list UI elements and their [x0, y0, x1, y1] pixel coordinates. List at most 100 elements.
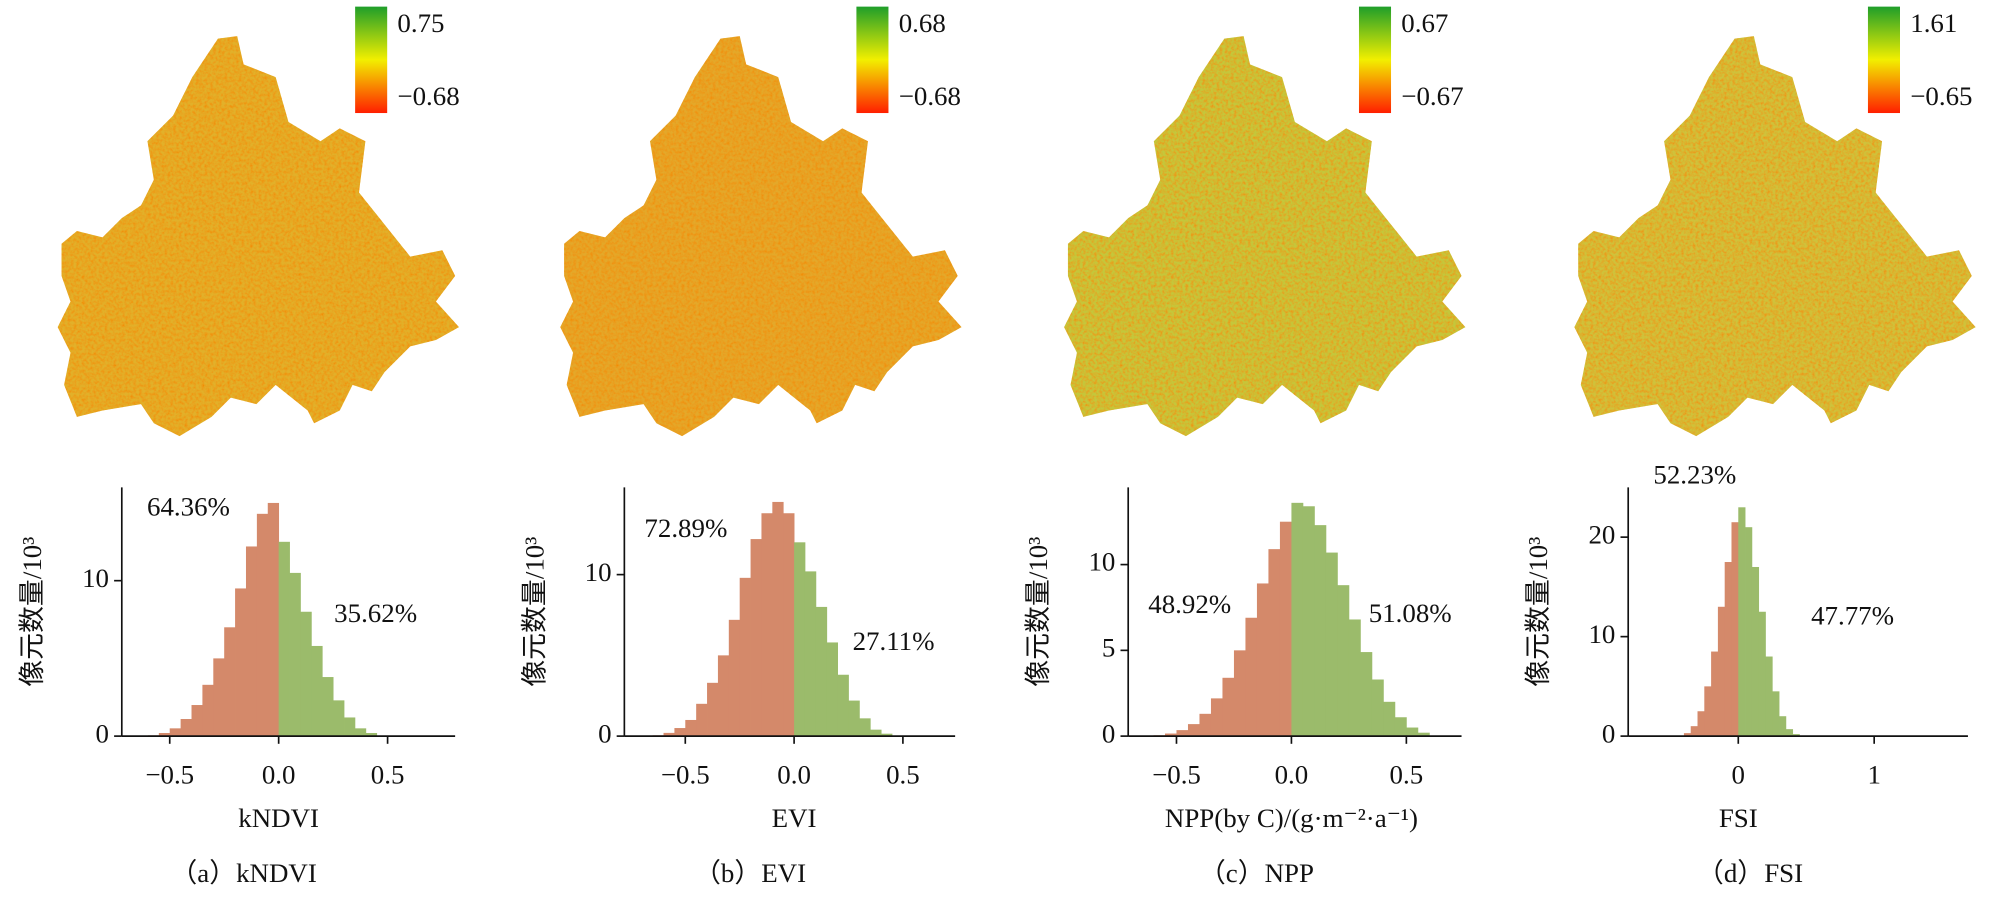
bar: [794, 542, 806, 737]
bar: [224, 627, 236, 737]
annotation: 52.23%: [1653, 459, 1736, 489]
bar: [213, 658, 225, 737]
bar: [191, 705, 203, 737]
y-tick-label: 0: [1102, 718, 1115, 748]
bar: [837, 674, 849, 737]
annotation: 35.62%: [334, 598, 417, 628]
bar: [717, 655, 730, 737]
colorbar: [355, 6, 388, 114]
colorbar-label: −0.68: [899, 81, 961, 111]
y-tick-label: 20: [1588, 519, 1615, 549]
x-tick-label: 0: [1732, 759, 1745, 789]
bar: [1325, 552, 1338, 737]
bar: [267, 502, 280, 737]
bar: [1772, 691, 1780, 737]
annotation: 48.92%: [1148, 589, 1231, 619]
bar: [1406, 727, 1419, 737]
bar: [761, 513, 773, 737]
bar: [1711, 651, 1719, 737]
colorbar: [1358, 6, 1392, 114]
x-tick-label: 0.0: [262, 759, 296, 789]
bar: [1731, 522, 1739, 737]
bar: [859, 718, 871, 737]
bar: [1394, 717, 1407, 737]
bar: [1279, 521, 1292, 737]
bar: [1417, 732, 1430, 737]
bar: [750, 539, 762, 737]
bar: [245, 546, 258, 737]
colorbar-label: 0.75: [397, 8, 444, 38]
bar: [1371, 679, 1384, 737]
annotation: 72.89%: [644, 513, 727, 543]
y-tick-label: 0: [96, 718, 109, 748]
bar: [663, 732, 675, 737]
bar: [1751, 566, 1760, 737]
caption: （b）EVI: [694, 858, 806, 888]
y-tick-label: 0: [598, 718, 611, 748]
x-axis-label: FSI: [1719, 803, 1758, 833]
bar: [1164, 733, 1177, 737]
y-tick-label: 10: [82, 563, 109, 593]
x-axis-label: kNDVI: [238, 803, 319, 833]
y-tick-label: 10: [1588, 619, 1615, 649]
bar: [1697, 711, 1705, 737]
x-tick-label: −0.5: [145, 759, 194, 789]
bar: [1724, 562, 1732, 737]
bar: [826, 642, 839, 737]
colorbar-label: 0.67: [1401, 8, 1448, 38]
bar: [1704, 686, 1712, 737]
bar: [1199, 713, 1212, 737]
x-tick-label: −0.5: [1152, 759, 1201, 789]
y-axis-label: 像元数量/10³: [17, 537, 47, 687]
bar: [1360, 652, 1373, 737]
bar: [1302, 506, 1315, 737]
bar: [804, 571, 817, 737]
bar: [289, 572, 301, 737]
bar: [1245, 617, 1258, 737]
bar: [180, 719, 192, 737]
x-tick-label: 0.0: [777, 759, 811, 789]
colorbar: [856, 6, 889, 114]
bar: [1690, 726, 1698, 737]
bar: [1383, 701, 1396, 737]
x-tick-label: 0.5: [371, 759, 405, 789]
bar: [354, 728, 367, 737]
colorbar-label: −0.65: [1910, 81, 1972, 111]
bar: [881, 733, 893, 737]
bar: [1314, 525, 1327, 737]
bar: [1210, 698, 1223, 737]
x-tick-label: −0.5: [661, 759, 710, 789]
caption: （d）FSI: [1697, 858, 1803, 888]
bar: [772, 501, 784, 737]
y-axis-label: 像元数量/10³: [1023, 537, 1053, 687]
bar: [1187, 724, 1200, 737]
x-tick-label: 0.5: [1390, 759, 1424, 789]
x-axis-label: NPP(by C)/(g·m⁻²·a⁻¹): [1165, 803, 1418, 833]
y-axis-label: 像元数量/10³: [519, 537, 549, 687]
bar: [1717, 606, 1726, 737]
colorbar-label: −0.67: [1401, 81, 1463, 111]
bar: [1348, 619, 1361, 737]
annotation: 47.77%: [1811, 600, 1894, 630]
bar: [202, 684, 214, 737]
annotation: 51.08%: [1369, 598, 1452, 628]
bar: [1176, 730, 1189, 737]
bar: [1268, 549, 1281, 737]
bar: [1256, 583, 1269, 737]
bar: [1683, 733, 1692, 737]
bar: [235, 588, 247, 737]
bar: [344, 717, 356, 737]
x-axis-label: EVI: [772, 803, 817, 833]
bar: [1745, 527, 1753, 737]
bar: [256, 513, 269, 737]
y-tick-label: 10: [1088, 547, 1115, 577]
annotation: 27.11%: [853, 626, 935, 656]
bar: [728, 619, 741, 737]
colorbar: [1867, 6, 1900, 114]
bar: [1785, 729, 1794, 737]
caption: （c）NPP: [1199, 858, 1314, 888]
bar: [1233, 650, 1246, 737]
bar: [278, 541, 290, 737]
bar: [1222, 677, 1235, 737]
